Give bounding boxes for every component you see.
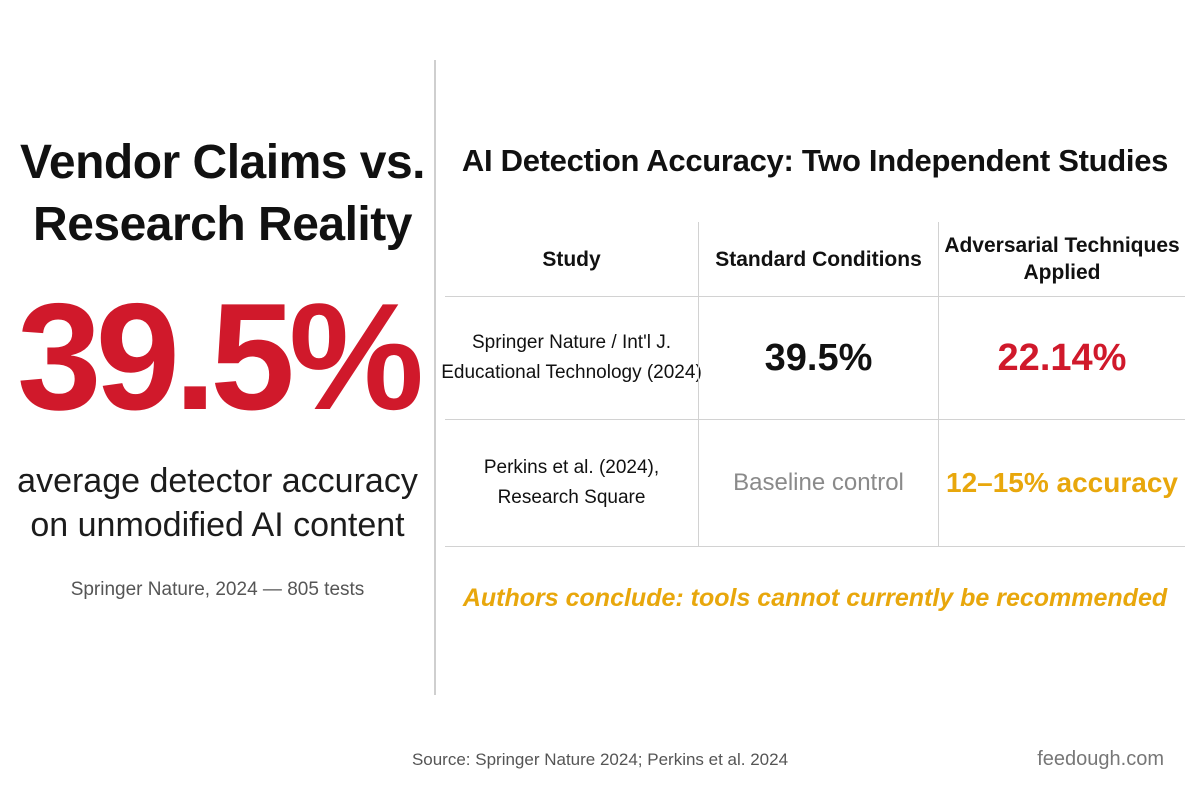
study-name-line-1: Perkins et al. (2024), xyxy=(483,457,660,478)
left-panel: Vendor Claims vs. Research Reality 39.5%… xyxy=(0,0,435,800)
study-name-line-2: Educational Technology (2024) xyxy=(441,362,702,383)
adversarial-value: 12–15% accuracy xyxy=(946,467,1178,498)
vertical-divider xyxy=(434,60,436,695)
stat-caption-line-2: on unmodified AI content xyxy=(30,506,405,544)
header-standard-conditions: Standard Conditions xyxy=(698,222,938,296)
stat-source: Springer Nature, 2024 — 805 tests xyxy=(70,579,365,600)
table-title: AI Detection Accuracy: Two Independent S… xyxy=(461,143,1169,178)
standard-value: 39.5% xyxy=(764,336,873,379)
adversarial-value: 22.14% xyxy=(997,336,1127,379)
table-row: Perkins et al. (2024), Research Square B… xyxy=(445,420,1185,547)
left-title-line-1: Vendor Claims vs. xyxy=(20,136,426,189)
adversarial-cell: 12–15% accuracy xyxy=(938,420,1185,546)
standard-cell: 39.5% xyxy=(698,297,938,419)
left-title-line-2: Research Reality xyxy=(33,198,412,251)
comparison-table: Study Standard Conditions Adversarial Te… xyxy=(441,222,1185,547)
study-name-line-2: Research Square xyxy=(497,487,646,508)
header-adversarial-line-2: Applied xyxy=(1023,261,1101,284)
study-cell: Perkins et al. (2024), Research Square xyxy=(445,420,698,546)
stat-caption-line-1: average detector accuracy xyxy=(17,462,418,500)
footer-source: Source: Springer Nature 2024; Perkins et… xyxy=(411,750,789,769)
table-row: Springer Nature / Int'l J. Educational T… xyxy=(441,297,1185,420)
left-title: Vendor Claims vs. Research Reality xyxy=(20,132,426,256)
standard-value: Baseline control xyxy=(733,469,904,496)
header-adversarial: Adversarial Techniques Applied xyxy=(938,222,1185,296)
footer-brand: feedough.com xyxy=(1037,748,1164,770)
header-study: Study xyxy=(542,247,601,271)
standard-cell: Baseline control xyxy=(698,420,938,546)
study-cell: Springer Nature / Int'l J. Educational T… xyxy=(441,297,702,419)
table-header-row: Study Standard Conditions Adversarial Te… xyxy=(445,222,1185,297)
header-adversarial-line-1: Adversarial Techniques xyxy=(944,234,1180,257)
headline-stat: 39.5% xyxy=(17,272,424,442)
study-name-line-1: Springer Nature / Int'l J. xyxy=(472,332,671,353)
stat-caption: average detector accuracy on unmodified … xyxy=(10,459,425,547)
adversarial-cell: 22.14% xyxy=(938,297,1185,419)
conclusion-text: Authors conclude: tools cannot currently… xyxy=(462,584,1168,612)
